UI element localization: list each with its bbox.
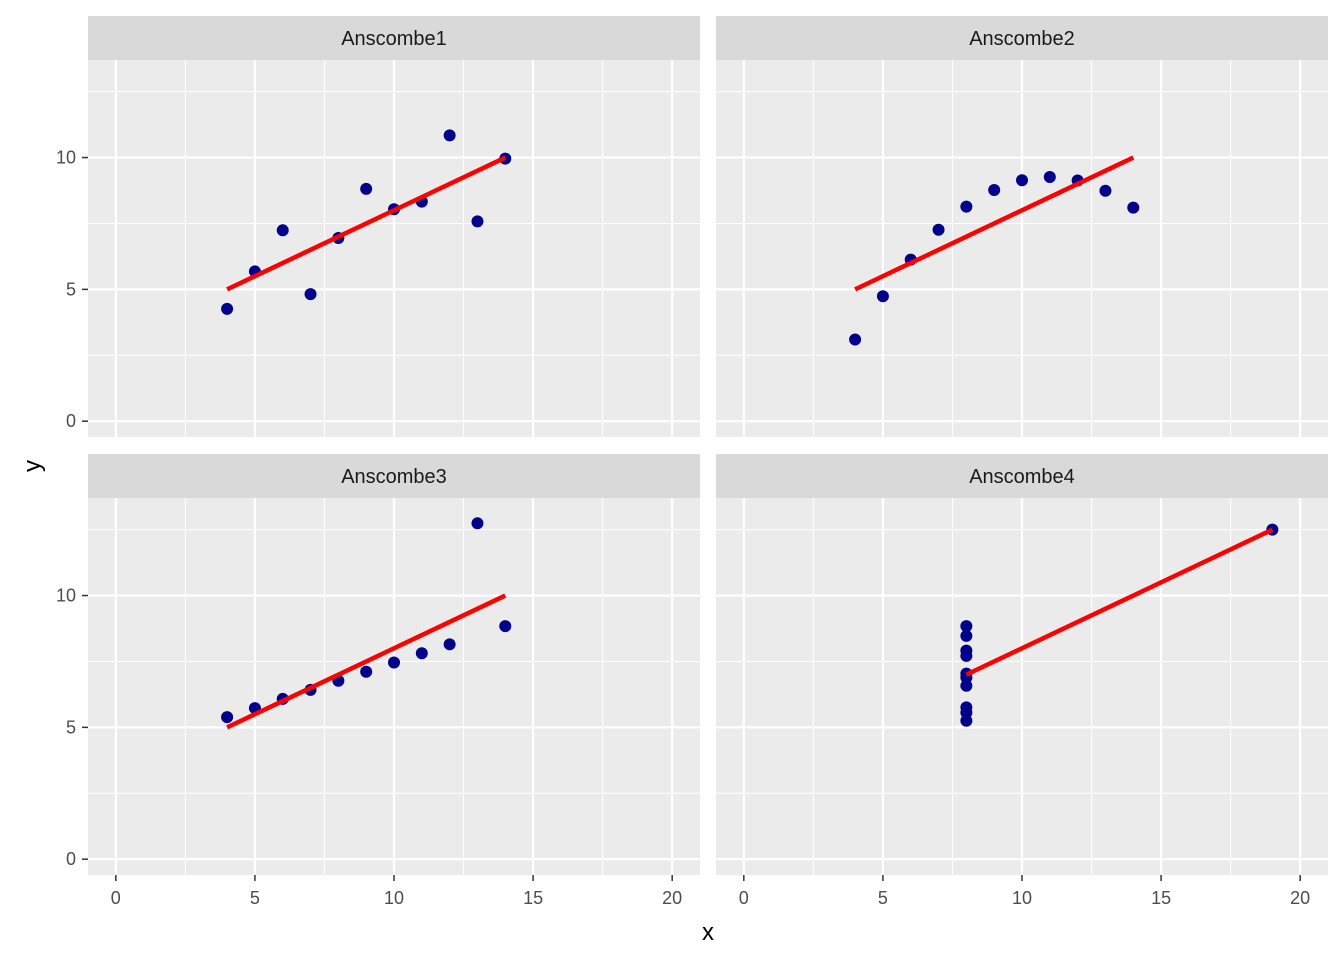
data-point	[960, 629, 973, 642]
data-point	[1043, 171, 1056, 184]
x-tick-label: 10	[1012, 888, 1032, 908]
panel-1: Anscombe1	[88, 16, 700, 437]
regression-line	[226, 593, 507, 730]
data-point	[443, 129, 456, 142]
x-tick-label: 5	[878, 888, 888, 908]
data-point	[388, 656, 400, 669]
data-point	[988, 183, 1001, 196]
x-tick-label: 20	[662, 888, 682, 908]
data-point	[1099, 184, 1112, 197]
data-point	[499, 620, 512, 633]
y-tick-label: 0	[66, 849, 76, 869]
panel-2: Anscombe2	[716, 16, 1328, 437]
data-point	[960, 620, 973, 633]
y-tick-label: 10	[56, 148, 76, 168]
data-point	[932, 223, 945, 236]
data-point	[304, 288, 317, 301]
data-point	[415, 647, 428, 660]
panel-3: Anscombe3	[88, 454, 700, 875]
y-axis-title: y	[19, 460, 46, 472]
x-tick-label: 15	[523, 888, 543, 908]
facet-strip	[88, 16, 700, 60]
panels-layer: Anscombe1 Anscombe2 Anscombe3 Anscombe4	[88, 16, 1328, 875]
x-tick-label: 15	[1151, 888, 1171, 908]
x-axis-title: x	[702, 919, 714, 946]
y-tick-label: 10	[56, 586, 76, 606]
y-tick-label: 5	[66, 717, 76, 737]
data-point	[960, 644, 973, 657]
x-tick-label: 20	[1290, 888, 1310, 908]
x-tick-label: 0	[111, 888, 121, 908]
data-point	[221, 711, 234, 724]
y-tick-label: 5	[66, 279, 76, 299]
x-tick-label: 10	[384, 888, 404, 908]
y-tick-label: 0	[66, 411, 76, 431]
facet-strip	[716, 16, 1328, 60]
facet-strip	[716, 454, 1328, 498]
data-point	[876, 290, 889, 303]
x-tick-label: 0	[739, 888, 749, 908]
facet-strip	[88, 454, 700, 498]
facet-strip-label: Anscombe4	[969, 466, 1075, 488]
data-point	[471, 215, 484, 228]
panel-4: Anscombe4	[716, 454, 1328, 875]
data-point	[849, 333, 862, 346]
data-point	[471, 517, 484, 530]
data-point	[221, 302, 234, 315]
data-point	[1016, 174, 1028, 187]
data-point	[1127, 201, 1140, 214]
data-point	[960, 706, 973, 719]
facet-strip-label: Anscombe1	[341, 28, 447, 50]
axes-layer: 0 5 10 0 5 10 0 5 10 15 20 0 5 10 15 20	[56, 148, 1310, 908]
regression-line	[226, 155, 507, 292]
data-point	[276, 224, 289, 237]
regression-line	[965, 527, 1274, 677]
data-point	[443, 638, 456, 651]
data-point	[960, 200, 973, 213]
facet-strip-label: Anscombe2	[969, 28, 1075, 50]
data-point	[360, 665, 373, 678]
x-tick-label: 5	[250, 888, 260, 908]
data-point	[360, 182, 373, 195]
regression-line	[854, 155, 1135, 292]
facet-strip-label: Anscombe3	[341, 466, 447, 488]
